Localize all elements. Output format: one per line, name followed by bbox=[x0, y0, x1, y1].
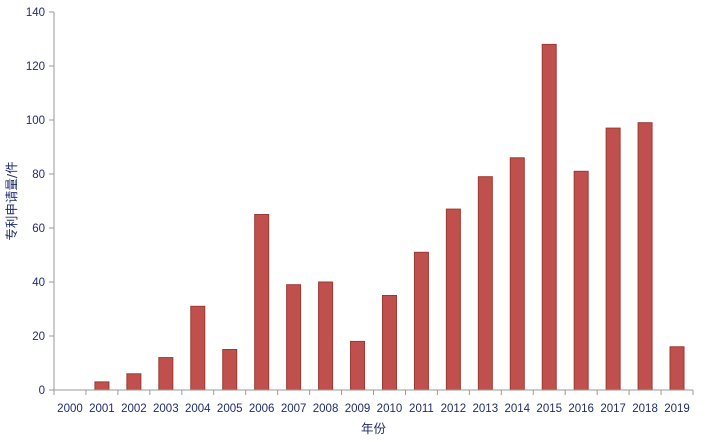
x-tick-label: 2007 bbox=[281, 403, 307, 415]
y-tick-label: 100 bbox=[26, 115, 45, 127]
bar-2015 bbox=[541, 43, 557, 391]
x-tick-label: 2010 bbox=[377, 403, 403, 415]
x-tick-label: 2002 bbox=[121, 403, 147, 415]
x-tick-label: 2001 bbox=[89, 403, 115, 415]
bar-2004 bbox=[190, 305, 206, 391]
y-tick-label: 120 bbox=[26, 61, 45, 73]
y-tick-label: 80 bbox=[32, 169, 45, 181]
x-tick-label: 2014 bbox=[504, 403, 530, 415]
y-axis-title: 专利申请量/件 bbox=[4, 161, 19, 240]
bar-2013 bbox=[477, 176, 493, 391]
bar-2018 bbox=[637, 122, 653, 391]
x-tick-label: 2019 bbox=[664, 403, 690, 415]
x-tick-label: 2018 bbox=[632, 403, 658, 415]
x-tick-label: 2013 bbox=[473, 403, 499, 415]
x-tick-label: 2004 bbox=[185, 403, 211, 415]
bar-2005 bbox=[222, 349, 238, 391]
bar-2003 bbox=[158, 357, 174, 391]
bar-2002 bbox=[126, 373, 142, 391]
bar-2014 bbox=[509, 157, 525, 391]
x-tick-label: 2016 bbox=[568, 403, 594, 415]
bar-2012 bbox=[445, 208, 461, 391]
y-tick-label: 60 bbox=[32, 223, 45, 235]
bar-2001 bbox=[94, 381, 110, 391]
x-axis-title: 年份 bbox=[361, 421, 387, 436]
y-tick-label: 140 bbox=[26, 7, 45, 19]
bar-2010 bbox=[381, 295, 397, 391]
bar-2008 bbox=[318, 281, 334, 391]
x-tick-label: 2003 bbox=[153, 403, 179, 415]
x-tick-label: 2005 bbox=[217, 403, 243, 415]
bar-2017 bbox=[605, 127, 621, 391]
bar-2006 bbox=[254, 214, 270, 391]
y-tick-label: 20 bbox=[32, 331, 45, 343]
bar-2009 bbox=[350, 340, 366, 391]
x-axis-ticks: 2000 2001 2002 2003 2004 2005 2006 2007 2008 2009… bbox=[53, 390, 694, 415]
x-tick-label: 2009 bbox=[345, 403, 371, 415]
x-tick-label: 2012 bbox=[441, 403, 467, 415]
y-tick-label: 0 bbox=[39, 385, 45, 397]
x-tick-label: 2000 bbox=[57, 403, 83, 415]
bar-2007 bbox=[286, 284, 302, 391]
x-tick-label: 2006 bbox=[249, 403, 275, 415]
y-tick-label: 40 bbox=[32, 277, 45, 289]
bar-2016 bbox=[573, 170, 589, 391]
y-axis-ticks: 0 20 40 60 80 100 120 140 bbox=[26, 7, 54, 397]
x-tick-label: 2017 bbox=[600, 403, 626, 415]
x-tick-label: 2015 bbox=[536, 403, 562, 415]
bar-2011 bbox=[413, 251, 429, 391]
bar-series bbox=[94, 43, 685, 391]
x-tick-label: 2008 bbox=[313, 403, 339, 415]
x-tick-label: 2011 bbox=[409, 403, 434, 415]
bar-2019 bbox=[669, 346, 685, 391]
